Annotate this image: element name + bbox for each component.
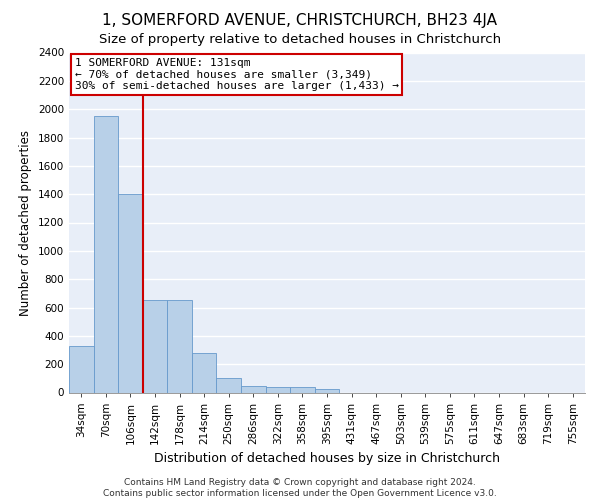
Text: Contains HM Land Registry data © Crown copyright and database right 2024.
Contai: Contains HM Land Registry data © Crown c… [103,478,497,498]
Bar [290,387,315,392]
Bar [315,390,339,392]
Bar [167,300,192,392]
Bar [69,346,94,393]
Bar [266,387,290,392]
X-axis label: Distribution of detached houses by size in Christchurch: Distribution of detached houses by size … [154,452,500,465]
Text: 1 SOMERFORD AVENUE: 131sqm
← 70% of detached houses are smaller (3,349)
30% of s: 1 SOMERFORD AVENUE: 131sqm ← 70% of deta… [74,58,398,92]
Bar [94,116,118,392]
Text: Size of property relative to detached houses in Christchurch: Size of property relative to detached ho… [99,32,501,46]
Text: 1, SOMERFORD AVENUE, CHRISTCHURCH, BH23 4JA: 1, SOMERFORD AVENUE, CHRISTCHURCH, BH23 … [103,12,497,28]
Y-axis label: Number of detached properties: Number of detached properties [19,130,32,316]
Bar [118,194,143,392]
Bar [192,353,217,393]
Bar [217,378,241,392]
Bar [241,386,266,392]
Bar [143,300,167,392]
